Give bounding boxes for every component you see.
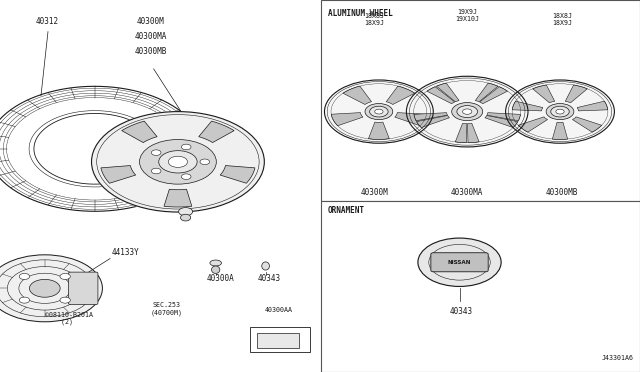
Text: J43301A6: J43301A6: [602, 355, 634, 361]
Polygon shape: [418, 238, 501, 286]
Bar: [321, 0, 640, 201]
FancyBboxPatch shape: [431, 253, 488, 272]
Polygon shape: [436, 83, 459, 102]
Polygon shape: [577, 101, 608, 111]
Circle shape: [60, 273, 70, 279]
Polygon shape: [220, 166, 255, 183]
Text: NISSAN: NISSAN: [448, 260, 471, 265]
Polygon shape: [512, 101, 543, 111]
Circle shape: [168, 156, 188, 167]
Polygon shape: [34, 113, 156, 184]
Text: 40300M: 40300M: [360, 188, 388, 197]
Text: 19X9J
19X10J: 19X9J 19X10J: [455, 9, 479, 22]
Text: 40300MA: 40300MA: [451, 188, 483, 197]
Text: 40300MA: 40300MA: [134, 32, 166, 41]
Circle shape: [19, 297, 29, 303]
Circle shape: [463, 109, 472, 114]
Text: 44133Y: 44133Y: [112, 248, 140, 257]
Polygon shape: [0, 255, 102, 322]
Ellipse shape: [179, 208, 193, 216]
Polygon shape: [532, 85, 555, 103]
Circle shape: [152, 168, 161, 174]
Text: 40300MB: 40300MB: [134, 47, 166, 56]
Polygon shape: [343, 86, 372, 105]
Text: ORNAMENT: ORNAMENT: [328, 206, 365, 215]
Polygon shape: [92, 112, 264, 212]
Text: 40312: 40312: [35, 17, 58, 26]
Circle shape: [556, 109, 564, 114]
Circle shape: [60, 297, 70, 303]
Circle shape: [374, 109, 383, 114]
Circle shape: [181, 144, 191, 150]
Polygon shape: [332, 113, 363, 126]
Text: 18X8J
18X9J: 18X8J 18X9J: [552, 13, 572, 26]
Circle shape: [19, 273, 29, 279]
Text: 18X8J
18X9J: 18X8J 18X9J: [364, 13, 385, 26]
Text: 40300A: 40300A: [207, 274, 235, 283]
Polygon shape: [479, 87, 508, 104]
Ellipse shape: [210, 260, 221, 266]
Polygon shape: [565, 85, 588, 103]
Text: 40343: 40343: [449, 307, 472, 316]
Circle shape: [546, 103, 574, 120]
Polygon shape: [199, 121, 234, 142]
Bar: [321, 201, 640, 372]
Circle shape: [159, 151, 197, 173]
Text: ©08110-B201A
    (2): ©08110-B201A (2): [45, 312, 93, 325]
Polygon shape: [572, 117, 602, 132]
Polygon shape: [386, 86, 415, 105]
Text: 40300M: 40300M: [136, 17, 164, 26]
Polygon shape: [427, 87, 455, 104]
Bar: [250, 327, 310, 352]
Circle shape: [181, 174, 191, 179]
Text: 40224: 40224: [227, 165, 250, 174]
Polygon shape: [164, 189, 192, 207]
Ellipse shape: [180, 214, 191, 221]
Circle shape: [452, 103, 483, 121]
Circle shape: [551, 106, 569, 117]
Circle shape: [152, 150, 161, 155]
Ellipse shape: [211, 266, 220, 273]
Text: 40300AA: 40300AA: [264, 308, 292, 314]
Text: 40300MB: 40300MB: [546, 188, 578, 197]
Polygon shape: [101, 166, 136, 183]
Polygon shape: [485, 115, 518, 128]
Circle shape: [140, 140, 216, 184]
FancyBboxPatch shape: [68, 272, 98, 304]
Polygon shape: [417, 115, 449, 128]
Polygon shape: [476, 83, 498, 102]
Polygon shape: [395, 113, 426, 126]
Polygon shape: [467, 123, 479, 143]
Polygon shape: [406, 76, 528, 147]
Circle shape: [29, 279, 60, 297]
Circle shape: [365, 103, 393, 120]
Ellipse shape: [262, 262, 269, 270]
Polygon shape: [0, 86, 202, 211]
Bar: [257, 333, 299, 348]
Polygon shape: [324, 80, 433, 143]
Polygon shape: [369, 122, 389, 140]
Text: ALUMINUM WHEEL: ALUMINUM WHEEL: [328, 9, 392, 18]
Polygon shape: [552, 122, 568, 140]
Circle shape: [457, 106, 477, 118]
Polygon shape: [455, 123, 467, 143]
Polygon shape: [518, 117, 548, 132]
Polygon shape: [487, 113, 520, 121]
Text: 40343: 40343: [257, 274, 280, 283]
Circle shape: [200, 159, 210, 164]
Polygon shape: [122, 121, 157, 142]
Text: SEC.253
(40700M): SEC.253 (40700M): [150, 302, 182, 316]
Circle shape: [370, 106, 388, 117]
Polygon shape: [414, 113, 447, 121]
Polygon shape: [506, 80, 614, 143]
